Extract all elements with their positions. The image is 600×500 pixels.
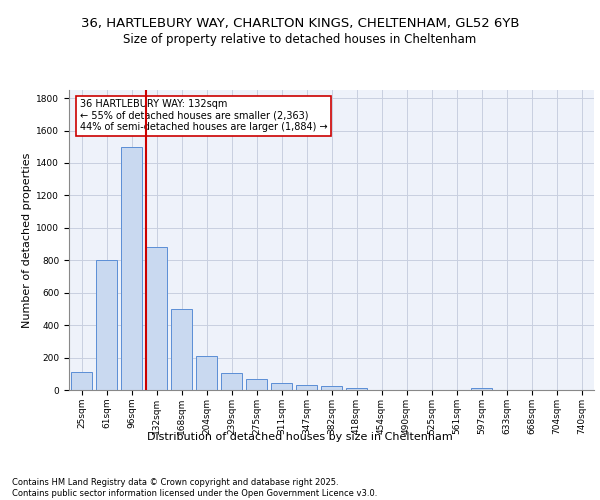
Bar: [321, 386, 342, 390]
Text: Contains HM Land Registry data © Crown copyright and database right 2025.
Contai: Contains HM Land Registry data © Crown c…: [12, 478, 377, 498]
Bar: [296, 385, 317, 390]
Bar: [96, 260, 117, 390]
Text: Distribution of detached houses by size in Cheltenham: Distribution of detached houses by size …: [147, 432, 453, 442]
Bar: [221, 373, 242, 390]
Bar: [71, 372, 92, 390]
Bar: [271, 382, 292, 390]
Text: 36 HARTLEBURY WAY: 132sqm
← 55% of detached houses are smaller (2,363)
44% of se: 36 HARTLEBURY WAY: 132sqm ← 55% of detac…: [79, 99, 327, 132]
Bar: [121, 147, 142, 390]
Bar: [146, 248, 167, 390]
Bar: [246, 380, 267, 390]
Bar: [196, 356, 217, 390]
Text: 36, HARTLEBURY WAY, CHARLTON KINGS, CHELTENHAM, GL52 6YB: 36, HARTLEBURY WAY, CHARLTON KINGS, CHEL…: [81, 18, 519, 30]
Bar: [171, 309, 192, 390]
Text: Size of property relative to detached houses in Cheltenham: Size of property relative to detached ho…: [124, 32, 476, 46]
Bar: [346, 388, 367, 390]
Bar: [471, 388, 492, 390]
Y-axis label: Number of detached properties: Number of detached properties: [22, 152, 32, 328]
